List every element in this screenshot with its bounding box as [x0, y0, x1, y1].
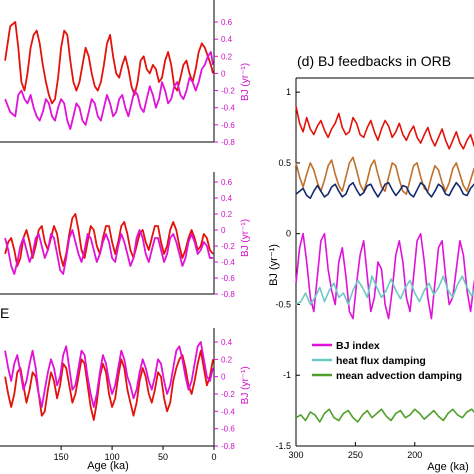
panel-d-ytick-label: 1 [286, 87, 291, 97]
panel-d-title: (d) BJ feedbacks in ORB [297, 53, 451, 69]
panel-b-ytick-label: 0 [221, 226, 226, 235]
panel-b-ylabel: BJ (yr⁻¹) [240, 219, 251, 257]
panel-b-series-red [4, 213, 214, 267]
panel-c-ytick-label: -0.6 [221, 425, 235, 434]
panel-a-ytick-label: -0.8 [221, 138, 235, 147]
panel-c: 0.4 0.2 0 -0.2 -0.4 -0.6 -0.8 BJ (yr⁻¹) 150 100 50… [0, 328, 251, 462]
panel-d-ytick-label: -0.5 [275, 299, 291, 309]
legend-label-heat-flux: heat flux damping [336, 355, 426, 367]
panel-b-ytick-label: -0.8 [221, 290, 235, 299]
panel-a-ytick-label: -0.6 [221, 121, 235, 130]
panel-c-series-magenta [4, 341, 214, 408]
panel-d-ytick-label: 0.5 [278, 158, 291, 168]
panel-d-xtick-label: 250 [348, 450, 363, 460]
panel-a-ytick-label: 0.2 [221, 52, 233, 61]
panel-a-ylabel: BJ (yr⁻¹) [240, 63, 251, 101]
panel-c-ytick-label: -0.4 [221, 407, 235, 416]
panel-c-xtick-label: 50 [158, 452, 168, 462]
panel-d-series-red [295, 106, 474, 150]
panel-b-ytick-label: 0.4 [221, 194, 233, 203]
panel-a-series-magenta [4, 51, 214, 131]
panel-d-series-magenta [295, 232, 474, 320]
panel-a-ytick-label: 0 [221, 69, 226, 78]
panel-d-ytick-label: -1 [283, 370, 291, 380]
panel-c-ytick-label: -0.8 [221, 442, 235, 451]
panel-c-ytick-label: -0.2 [221, 390, 235, 399]
legend-label-bj-index: BJ index [336, 340, 380, 352]
panel-b-ytick-label: -0.4 [221, 258, 235, 267]
panel-d-ylabel: BJ (yr⁻¹) [268, 244, 280, 286]
panel-c-ytick-label: 0.2 [221, 355, 233, 364]
panel-d-xlabel: Age (ka) [427, 461, 469, 473]
panel-d-legend: BJ index heat flux damping mean advectio… [312, 340, 462, 382]
panel-a-ytick-label: 0.4 [221, 35, 233, 44]
panel-a-series-red [4, 21, 214, 105]
panel-d-ytick-label: -1.5 [275, 441, 291, 451]
panel-c-ytick-label: 0.4 [221, 338, 233, 347]
panel-a-ytick-label: -0.4 [221, 104, 235, 113]
panel-b-ytick-label: 0.6 [221, 178, 233, 187]
panel-c-xtick-label: 150 [54, 452, 69, 462]
panel-c-ytick-label: 0 [221, 373, 226, 382]
panel-b-ytick-label: -0.6 [221, 274, 235, 283]
panel-c-label: E [0, 305, 9, 321]
panel-b-ytick-label: 0.2 [221, 210, 233, 219]
panel-a-ytick-label: -0.2 [221, 87, 235, 96]
panel-b-series-magenta [4, 229, 213, 275]
legend-label-mean-advection: mean advection damping [336, 370, 462, 382]
panel-d-series-green [295, 408, 474, 423]
panel-c-xtick-label: 0 [211, 452, 216, 462]
panel-c-ylabel: BJ (yr⁻¹) [240, 366, 251, 404]
panel-a: 0.6 0.4 0.2 0 -0.2 -0.4 -0.6 -0.8 BJ (yr⁻¹) [0, 0, 251, 147]
panel-d-xtick-label: 200 [407, 450, 422, 460]
panel-d-xtick-label: 300 [288, 450, 303, 460]
panel-d-ytick-label: 0 [286, 229, 291, 239]
panel-c-xtick-label: 100 [105, 452, 120, 462]
panel-d-series-navy [295, 181, 474, 200]
panel-b: 0.6 0.4 0.2 0 -0.2 -0.4 -0.6 -0.8 BJ (yr⁻¹) [0, 172, 251, 299]
panel-d-series-brown [295, 156, 474, 195]
panel-b-ytick-label: -0.2 [221, 242, 235, 251]
panel-a-ytick-label: 0.6 [221, 18, 233, 27]
panel-c-xlabel: Age (ka) [87, 460, 129, 472]
panel-d-series-cyan [295, 275, 474, 306]
